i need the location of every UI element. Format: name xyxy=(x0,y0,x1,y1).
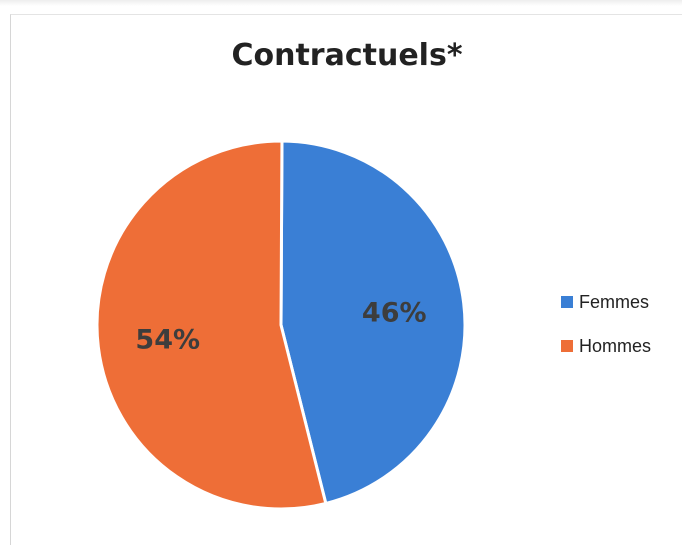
pie-label-hommes: 54% xyxy=(135,325,200,356)
chart-title: Contractuels* xyxy=(231,38,463,73)
legend: Femmes Hommes xyxy=(561,290,651,378)
legend-swatch-hommes xyxy=(561,340,573,352)
pie-slice-hommes xyxy=(95,139,328,511)
legend-swatch-femmes xyxy=(561,296,573,308)
pie-label-femmes: 46% xyxy=(362,297,427,328)
legend-label-femmes: Femmes xyxy=(579,291,650,312)
pie-slice-femmes xyxy=(279,139,467,506)
legend-item-hommes: Hommes xyxy=(561,334,651,358)
legend-item-femmes: Femmes xyxy=(561,290,651,314)
legend-label-hommes: Hommes xyxy=(579,335,652,356)
top-strip xyxy=(0,0,682,6)
